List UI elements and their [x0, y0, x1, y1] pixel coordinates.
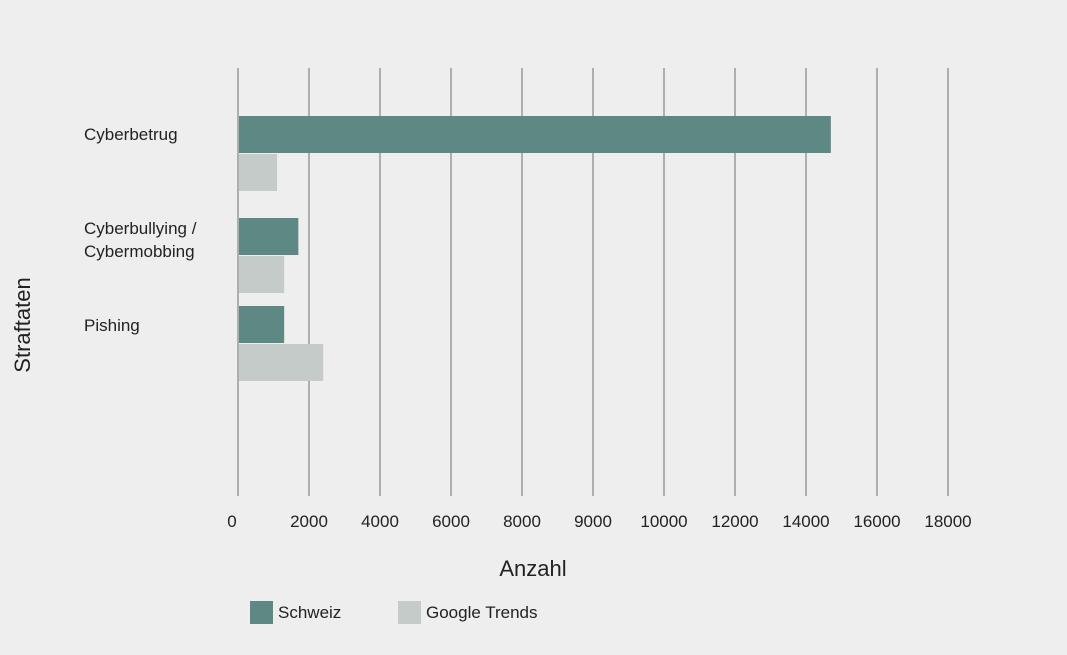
category-label: Cyberbetrug	[84, 125, 178, 144]
bar-google-trends	[239, 344, 324, 381]
bars	[239, 116, 831, 381]
x-tick-labels: 0 2000 4000 6000 8000 9000 10000 12000 14000 1600…	[227, 512, 971, 531]
x-tick-label: 0	[227, 512, 236, 531]
x-tick-label: 6000	[432, 512, 470, 531]
x-tick-label: 4000	[361, 512, 399, 531]
x-tick-label: 14000	[782, 512, 829, 531]
legend-swatch-schweiz	[250, 601, 273, 624]
y-axis-label: Straftaten	[10, 277, 35, 372]
x-tick-label: 10000	[640, 512, 687, 531]
legend-swatch-google-trends	[398, 601, 421, 624]
bar-google-trends	[239, 154, 278, 191]
legend-label-schweiz: Schweiz	[278, 603, 341, 622]
bar-schweiz	[239, 218, 299, 255]
x-tick-label: 2000	[290, 512, 328, 531]
x-tick-label: 9000	[574, 512, 612, 531]
bar-google-trends	[239, 256, 285, 293]
legend-label-google-trends: Google Trends	[426, 603, 538, 622]
category-label: Cybermobbing	[84, 242, 195, 261]
category-labels: Cyberbetrug Cyberbullying / Cybermobbing Pi…	[84, 125, 197, 335]
x-tick-label: 8000	[503, 512, 541, 531]
x-axis-label: Anzahl	[499, 556, 566, 581]
x-tick-label: 12000	[711, 512, 758, 531]
bar-schweiz	[239, 306, 285, 343]
x-tick-label: 18000	[924, 512, 971, 531]
category-label: Cyberbullying /	[84, 219, 197, 238]
category-label: Pishing	[84, 316, 140, 335]
x-tick-label: 16000	[853, 512, 900, 531]
bar-schweiz	[239, 116, 831, 153]
legend: Schweiz Google Trends	[250, 601, 538, 624]
